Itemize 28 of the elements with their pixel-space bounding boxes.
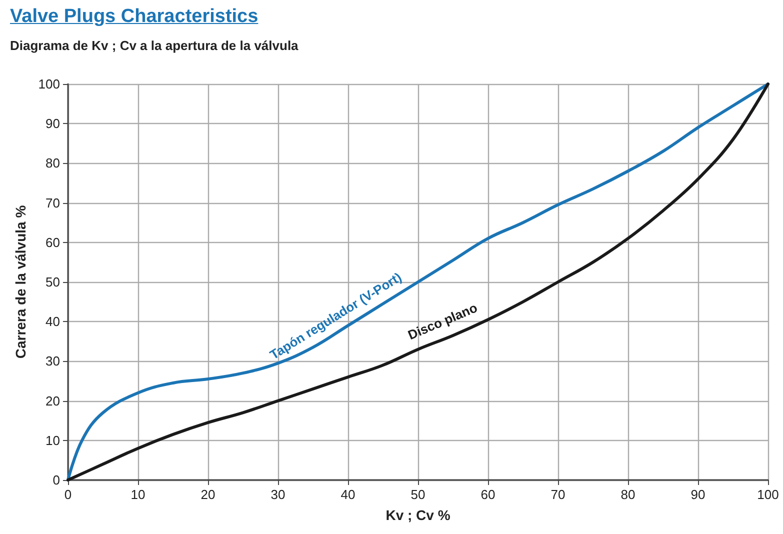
x-tick-label: 30 <box>270 487 286 502</box>
y-tick-label: 20 <box>46 393 60 408</box>
x-tick-label: 60 <box>480 487 496 502</box>
x-tick-label: 20 <box>200 487 216 502</box>
x-tick-label: 0 <box>64 487 72 502</box>
y-tick-label: 40 <box>46 314 60 330</box>
y-axis-title: Carrera de la válvula % <box>12 204 28 359</box>
y-tick-label: 100 <box>38 76 60 92</box>
x-axis-title: Kv ; Cv % <box>386 507 451 523</box>
x-tick-label: 10 <box>130 487 146 502</box>
x-tick-label: 50 <box>410 487 426 502</box>
line-series <box>66 82 770 482</box>
chart-title: Valve Plugs Characteristics <box>10 6 258 28</box>
x-tick-label: 40 <box>340 487 356 502</box>
x-tick-label: 80 <box>620 487 636 502</box>
y-tick-label: 60 <box>46 234 60 250</box>
y-tick-label: 50 <box>46 274 60 290</box>
text: Disco plano <box>406 300 480 343</box>
x-tick-label: 90 <box>690 487 706 502</box>
y-tick-label: 80 <box>46 156 60 171</box>
y-tick-label: 30 <box>46 354 60 369</box>
y-tick-label: 10 <box>46 432 60 448</box>
x-tick-label: 70 <box>550 487 566 502</box>
chart-subtitle: Diagrama de Kv ; Cv a la apertura de la válvula <box>10 38 298 53</box>
y-tick-label: 90 <box>46 116 60 132</box>
x-tick-label: 100 <box>757 487 779 502</box>
y-tick-label: 70 <box>46 195 60 210</box>
y-tick-label: 0 <box>52 472 60 488</box>
